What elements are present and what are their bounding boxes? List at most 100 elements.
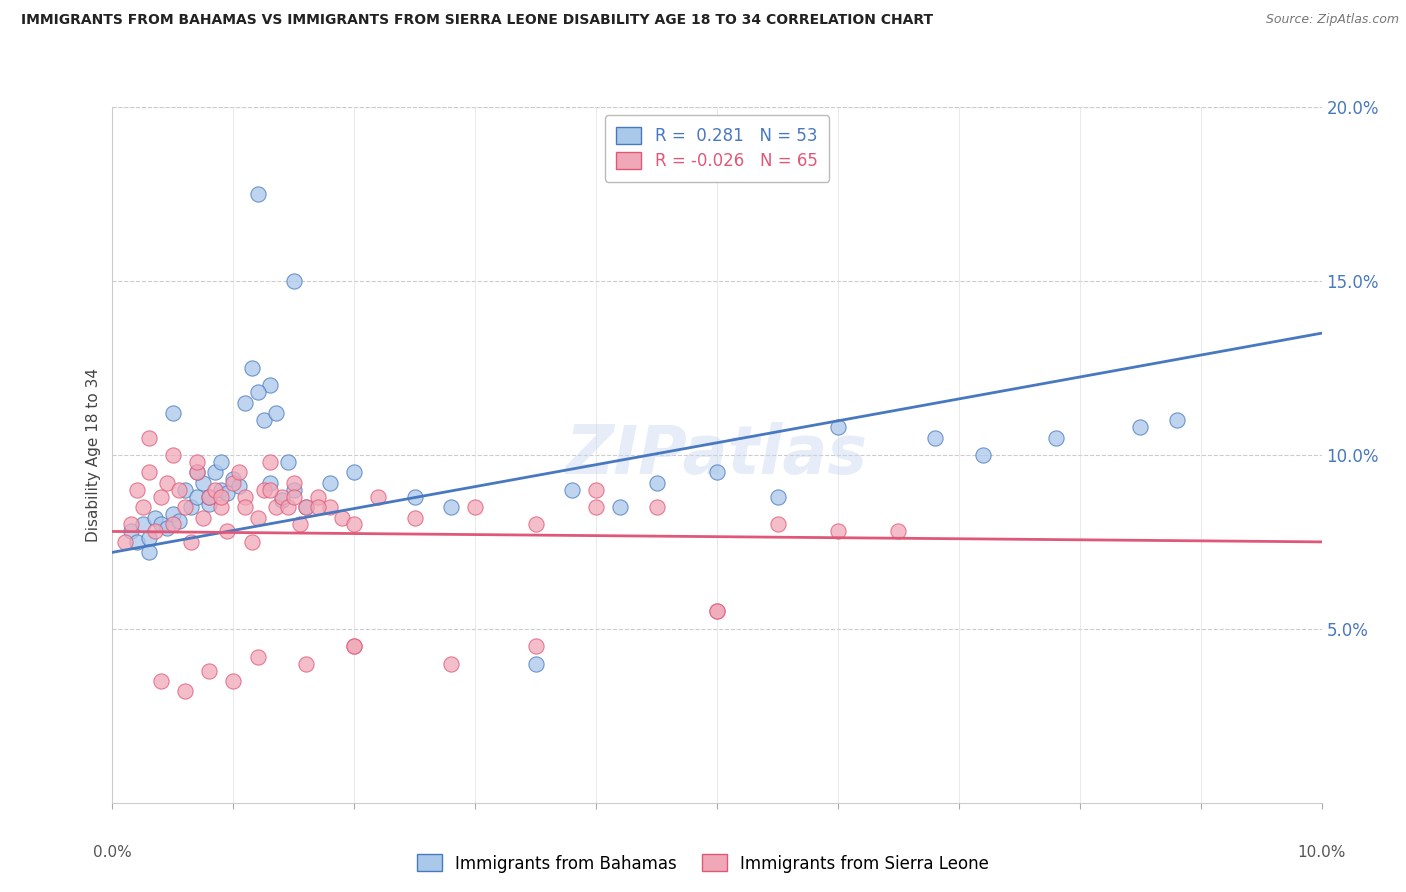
Text: Source: ZipAtlas.com: Source: ZipAtlas.com — [1265, 13, 1399, 27]
Immigrants from Bahamas — [167, 514, 190, 528]
Immigrants from Bahamas — [259, 475, 281, 490]
Immigrants from Bahamas — [120, 524, 142, 539]
Immigrants from Sierra Leone — [132, 500, 155, 514]
Immigrants from Sierra Leone — [162, 448, 184, 462]
Immigrants from Bahamas — [924, 430, 946, 444]
Immigrants from Sierra Leone — [259, 483, 281, 497]
Immigrants from Bahamas — [132, 517, 155, 532]
Immigrants from Bahamas — [138, 545, 160, 559]
Immigrants from Sierra Leone — [827, 524, 849, 539]
Immigrants from Bahamas — [283, 483, 305, 497]
Immigrants from Bahamas — [561, 483, 583, 497]
Immigrants from Sierra Leone — [264, 500, 287, 514]
Immigrants from Sierra Leone — [645, 500, 668, 514]
Immigrants from Bahamas — [162, 406, 184, 420]
Immigrants from Bahamas — [404, 490, 426, 504]
Immigrants from Sierra Leone — [440, 657, 463, 671]
Immigrants from Bahamas — [440, 500, 463, 514]
Immigrants from Bahamas — [1166, 413, 1188, 427]
Immigrants from Sierra Leone — [585, 500, 607, 514]
Immigrants from Sierra Leone — [246, 649, 269, 664]
Immigrants from Bahamas — [246, 385, 269, 400]
Immigrants from Sierra Leone — [404, 510, 426, 524]
Immigrants from Sierra Leone — [162, 517, 184, 532]
Immigrants from Bahamas — [125, 534, 148, 549]
Immigrants from Sierra Leone — [228, 466, 250, 480]
Immigrants from Bahamas — [209, 483, 232, 497]
Immigrants from Bahamas — [138, 532, 160, 546]
Immigrants from Sierra Leone — [259, 455, 281, 469]
Immigrants from Sierra Leone — [246, 510, 269, 524]
Immigrants from Bahamas — [149, 517, 172, 532]
Immigrants from Bahamas — [186, 490, 208, 504]
Immigrants from Sierra Leone — [277, 500, 299, 514]
Immigrants from Sierra Leone — [209, 500, 232, 514]
Immigrants from Sierra Leone — [343, 517, 366, 532]
Immigrants from Sierra Leone — [167, 483, 190, 497]
Text: 0.0%: 0.0% — [93, 845, 132, 860]
Immigrants from Bahamas — [1129, 420, 1152, 434]
Immigrants from Bahamas — [217, 486, 239, 500]
Immigrants from Sierra Leone — [367, 490, 389, 504]
Immigrants from Sierra Leone — [198, 490, 221, 504]
Immigrants from Bahamas — [174, 483, 197, 497]
Immigrants from Sierra Leone — [222, 674, 245, 689]
Immigrants from Bahamas — [222, 472, 245, 486]
Immigrants from Bahamas — [198, 490, 221, 504]
Immigrants from Bahamas — [253, 413, 276, 427]
Immigrants from Sierra Leone — [288, 517, 311, 532]
Immigrants from Sierra Leone — [222, 475, 245, 490]
Immigrants from Bahamas — [143, 510, 166, 524]
Immigrants from Bahamas — [209, 455, 232, 469]
Immigrants from Sierra Leone — [464, 500, 486, 514]
Immigrants from Sierra Leone — [180, 534, 202, 549]
Immigrants from Sierra Leone — [209, 490, 232, 504]
Immigrants from Sierra Leone — [240, 534, 263, 549]
Immigrants from Bahamas — [524, 657, 547, 671]
Immigrants from Sierra Leone — [186, 455, 208, 469]
Immigrants from Sierra Leone — [319, 500, 342, 514]
Immigrants from Sierra Leone — [343, 639, 366, 653]
Immigrants from Sierra Leone — [330, 510, 353, 524]
Immigrants from Bahamas — [1045, 430, 1067, 444]
Immigrants from Sierra Leone — [143, 524, 166, 539]
Immigrants from Bahamas — [186, 466, 208, 480]
Immigrants from Bahamas — [198, 497, 221, 511]
Immigrants from Bahamas — [270, 493, 292, 508]
Immigrants from Bahamas — [162, 507, 184, 521]
Immigrants from Bahamas — [204, 466, 226, 480]
Immigrants from Sierra Leone — [295, 657, 318, 671]
Immigrants from Sierra Leone — [156, 475, 179, 490]
Text: ZIPatlas: ZIPatlas — [567, 422, 868, 488]
Immigrants from Sierra Leone — [343, 639, 366, 653]
Immigrants from Sierra Leone — [585, 483, 607, 497]
Immigrants from Sierra Leone — [706, 605, 728, 619]
Immigrants from Sierra Leone — [706, 605, 728, 619]
Immigrants from Bahamas — [191, 475, 215, 490]
Immigrants from Sierra Leone — [766, 517, 789, 532]
Immigrants from Sierra Leone — [138, 430, 160, 444]
Immigrants from Sierra Leone — [217, 524, 239, 539]
Immigrants from Sierra Leone — [295, 500, 318, 514]
Immigrants from Bahamas — [259, 378, 281, 392]
Y-axis label: Disability Age 18 to 34: Disability Age 18 to 34 — [86, 368, 101, 542]
Text: IMMIGRANTS FROM BAHAMAS VS IMMIGRANTS FROM SIERRA LEONE DISABILITY AGE 18 TO 34 : IMMIGRANTS FROM BAHAMAS VS IMMIGRANTS FR… — [21, 13, 934, 28]
Immigrants from Bahamas — [246, 186, 269, 201]
Immigrants from Bahamas — [766, 490, 789, 504]
Immigrants from Sierra Leone — [887, 524, 910, 539]
Immigrants from Bahamas — [343, 466, 366, 480]
Immigrants from Sierra Leone — [283, 490, 305, 504]
Immigrants from Sierra Leone — [191, 510, 215, 524]
Immigrants from Sierra Leone — [149, 490, 172, 504]
Immigrants from Sierra Leone — [307, 500, 329, 514]
Immigrants from Sierra Leone — [283, 475, 305, 490]
Immigrants from Bahamas — [156, 521, 179, 535]
Immigrants from Bahamas — [264, 406, 287, 420]
Immigrants from Bahamas — [609, 500, 631, 514]
Immigrants from Bahamas — [277, 455, 299, 469]
Immigrants from Sierra Leone — [270, 490, 292, 504]
Immigrants from Sierra Leone — [174, 500, 197, 514]
Immigrants from Sierra Leone — [114, 534, 136, 549]
Text: 10.0%: 10.0% — [1298, 845, 1346, 860]
Immigrants from Bahamas — [295, 500, 318, 514]
